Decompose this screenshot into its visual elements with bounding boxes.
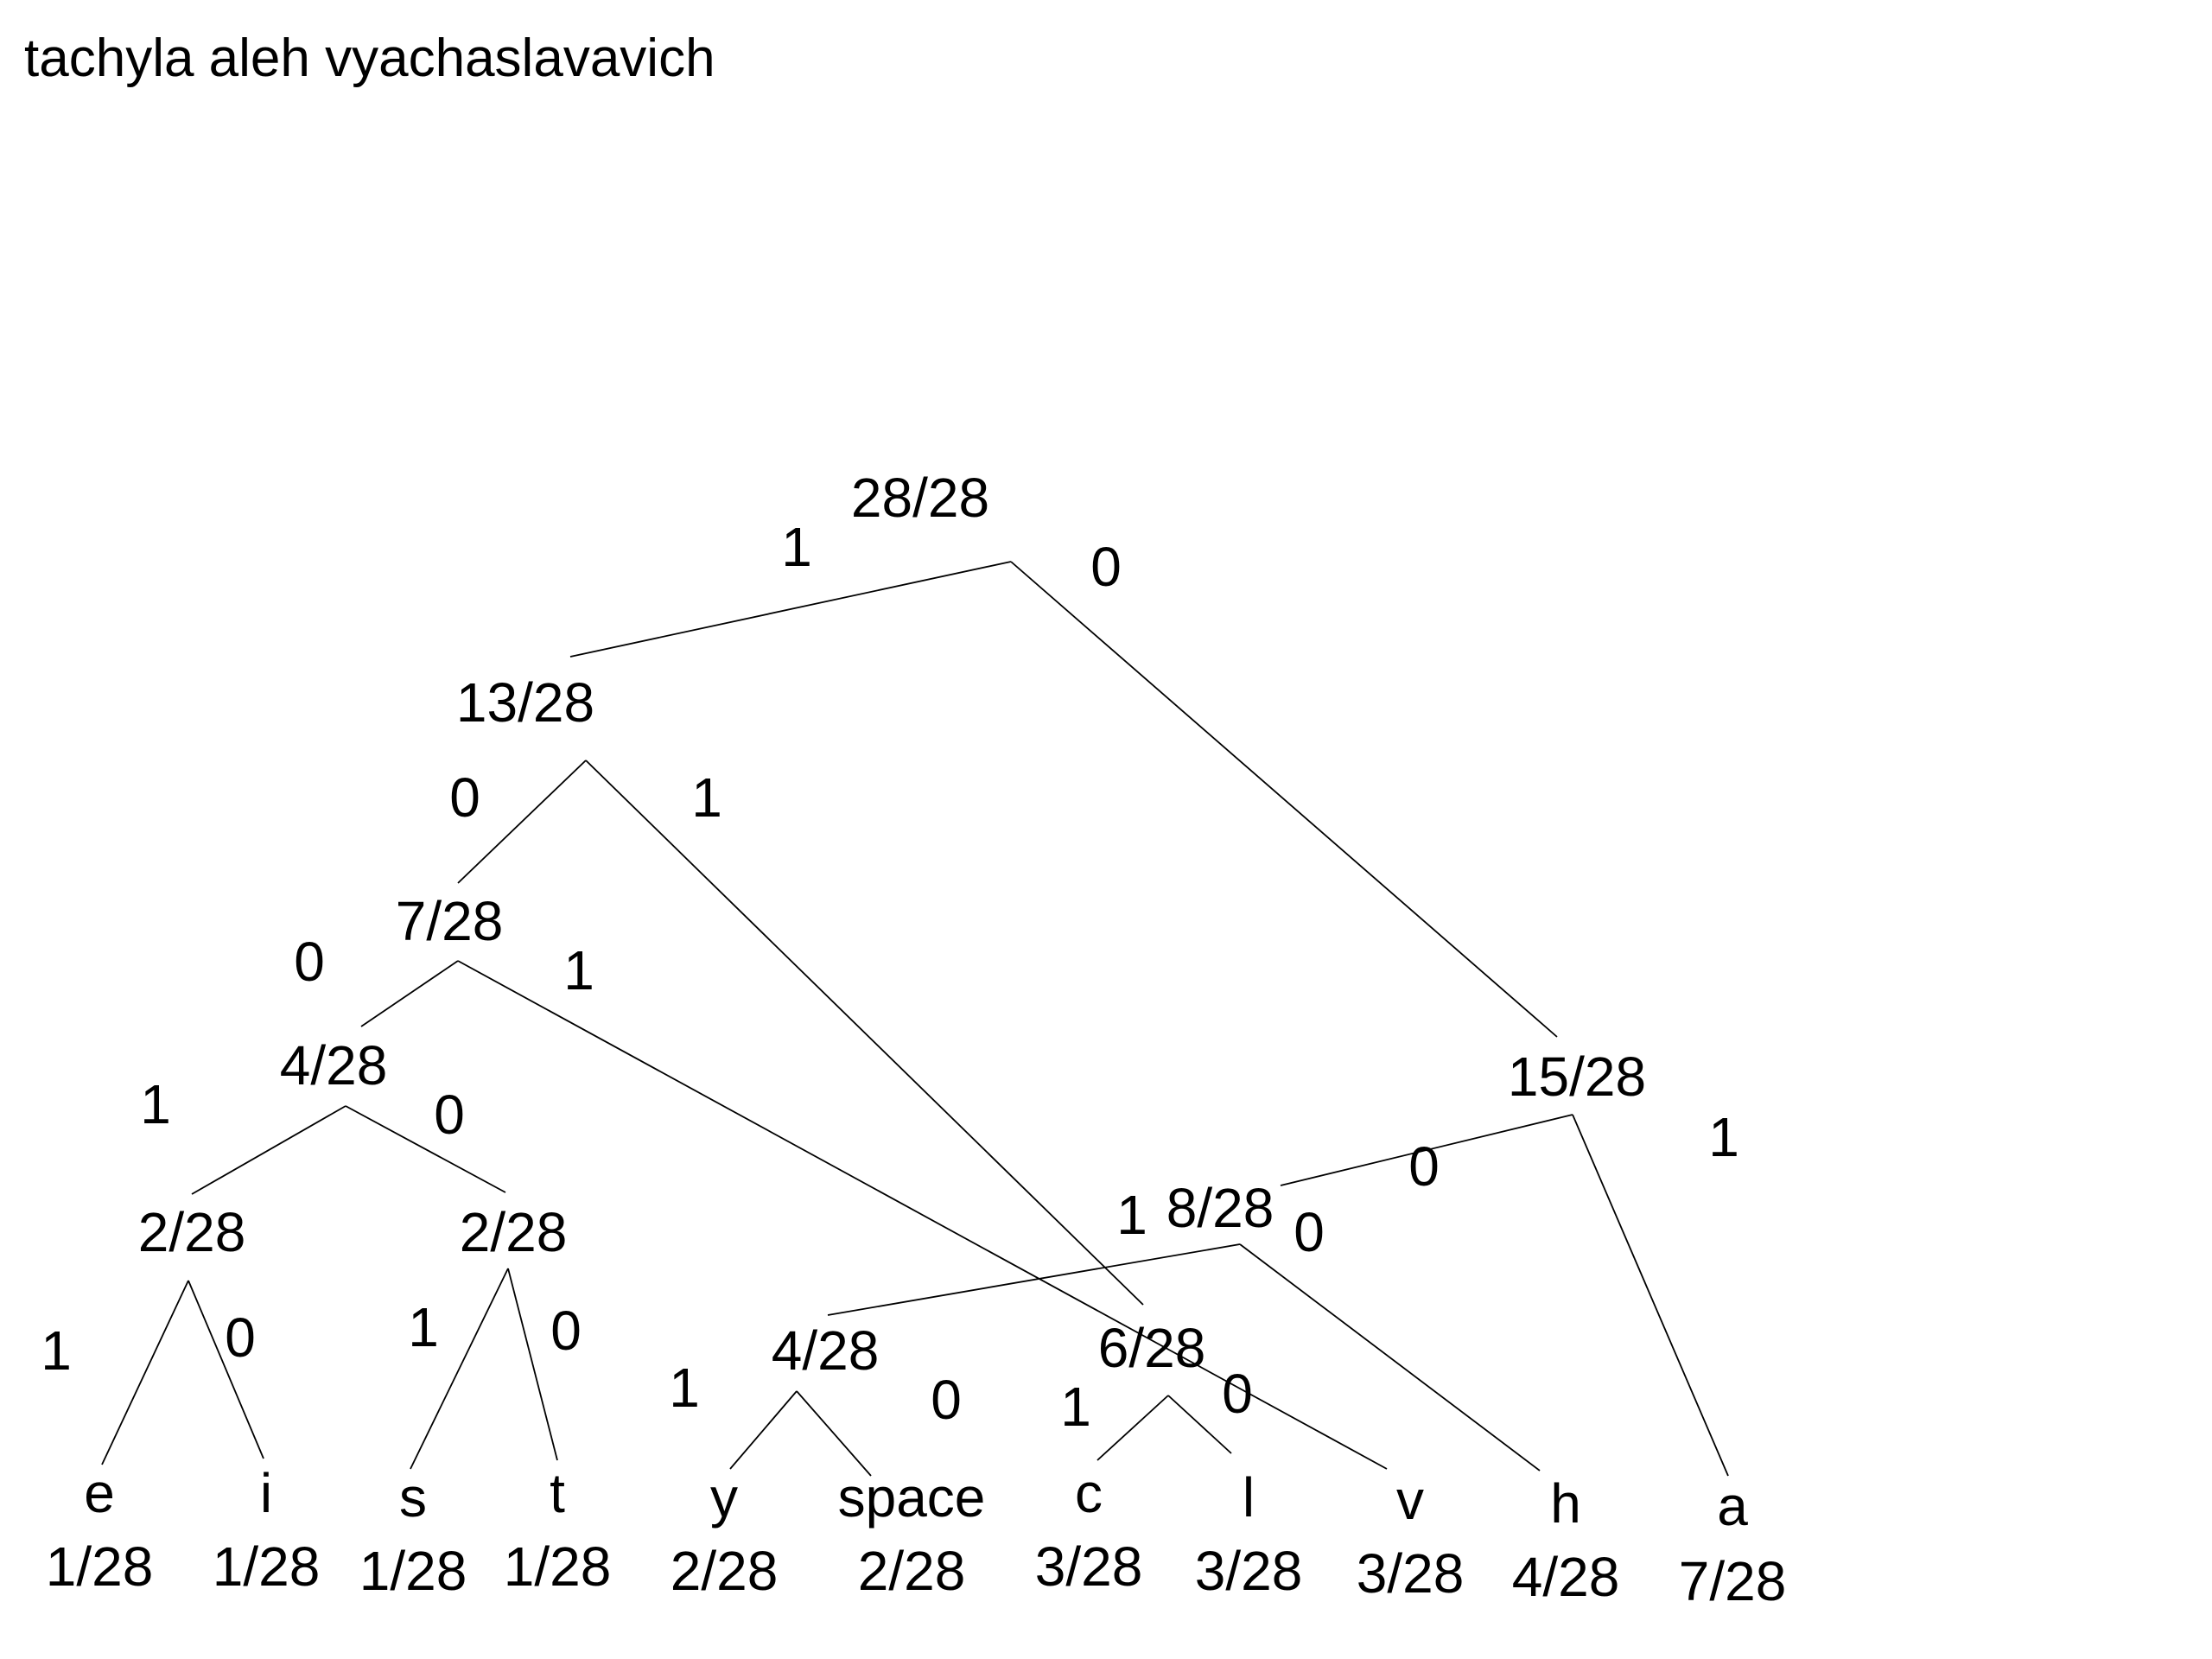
edge-n4b-y [729,1390,798,1470]
bit-n15-left: 0 [1408,1135,1440,1198]
bit-n8-left: 1 [1116,1184,1147,1246]
leaf-prob: 2/28 [671,1540,779,1602]
edge-root-n13 [569,561,1012,658]
node-root-label: 28/28 [851,467,989,529]
edge-n4b-space [796,1390,872,1477]
bit-n2a-right: 0 [225,1306,256,1369]
edge-n4a-n2a [191,1105,346,1195]
edge-root-n15 [1010,561,1558,1038]
leaf-space: space 2/28 [838,1466,986,1602]
edge-n15-n8 [1280,1114,1573,1186]
edge-n2b-s [410,1268,509,1470]
leaf-l: l 3/28 [1195,1466,1303,1602]
node-2a-label: 2/28 [138,1201,246,1263]
internal-nodes: 28/28 13/28 7/28 4/28 2/28 2/28 15/28 8/… [138,467,1646,1382]
leaf-symbol: i [260,1462,272,1524]
node-6-label: 6/28 [1098,1317,1206,1379]
leaf-symbol: c [1075,1462,1103,1524]
leaf-prob: 3/28 [1195,1540,1303,1602]
node-4b-label: 4/28 [772,1319,880,1382]
bit-n15-right: 1 [1708,1106,1739,1168]
leaf-symbol: v [1396,1469,1424,1531]
node-2b-label: 2/28 [460,1201,568,1263]
leaf-nodes: e 1/28 i 1/28 s 1/28 t 1/28 y 2/28 space… [46,1462,1787,1612]
leaf-symbol: space [838,1466,986,1529]
node-15-label: 15/28 [1508,1046,1646,1108]
bit-n2a-left: 1 [41,1319,72,1382]
edge-n13-n7 [457,760,587,884]
leaf-s: s 1/28 [359,1466,467,1602]
edge-n15-a [1572,1114,1729,1477]
edge-n2a-i [188,1280,264,1459]
edge-n2b-t [507,1268,558,1461]
leaf-y: y 2/28 [671,1466,779,1602]
bit-n7-left: 0 [294,931,325,993]
leaf-symbol: s [399,1466,427,1529]
leaf-symbol: a [1717,1475,1748,1537]
leaf-prob: 7/28 [1679,1550,1787,1612]
leaf-symbol: h [1550,1472,1581,1535]
node-8-label: 8/28 [1166,1177,1274,1239]
leaf-prob: 3/28 [1357,1542,1465,1605]
leaf-prob: 2/28 [858,1540,966,1602]
leaf-v: v 3/28 [1357,1469,1465,1605]
edge-n6-l [1167,1395,1232,1454]
leaf-symbol: t [550,1462,565,1524]
edge-n8-h [1239,1243,1541,1471]
bit-n4a-left: 1 [140,1073,171,1135]
bit-root-right: 0 [1090,536,1122,598]
bit-n2b-right: 0 [550,1300,582,1362]
diagram-title: tachyla aleh vyachaslavavich [24,29,715,88]
node-4a-label: 4/28 [280,1034,388,1096]
leaf-symbol: y [710,1466,738,1529]
edge-n6-c [1096,1395,1169,1461]
leaf-symbol: l [1243,1466,1255,1529]
bit-n6-left: 1 [1060,1376,1091,1438]
edge-n7-v [457,960,1388,1470]
bit-n4b-right: 0 [931,1369,962,1431]
edge-n7-n4a [360,960,459,1027]
bit-n4b-left: 1 [669,1357,700,1419]
leaf-prob: 1/28 [46,1535,154,1598]
bit-n6-right: 0 [1222,1363,1253,1425]
bit-n7-right: 1 [563,939,594,1001]
bit-n13-right: 1 [691,766,722,829]
leaf-prob: 4/28 [1512,1546,1620,1608]
bit-root-left: 1 [781,516,812,578]
bit-n13-left: 0 [449,766,480,829]
leaf-h: h 4/28 [1512,1472,1620,1608]
edge-n2a-e [101,1280,189,1465]
tree-edges [101,561,1729,1477]
branch-bits: 1 0 0 1 0 1 1 0 1 0 1 0 0 1 1 0 1 0 1 0 [41,516,1739,1438]
edge-n13-n6 [585,760,1144,1306]
leaf-prob: 1/28 [213,1535,321,1598]
bit-n4a-right: 0 [434,1084,465,1146]
leaf-a: a 7/28 [1679,1475,1787,1612]
edge-n8-n4b [827,1243,1241,1316]
leaf-c: c 3/28 [1035,1462,1143,1598]
bit-n2b-left: 1 [408,1296,439,1358]
bit-n8-right: 0 [1294,1201,1325,1263]
leaf-e: e 1/28 [46,1462,154,1598]
leaf-prob: 1/28 [359,1540,467,1602]
leaf-i: i 1/28 [213,1462,321,1598]
edge-n4a-n2b [345,1105,506,1193]
leaf-prob: 1/28 [504,1535,612,1598]
node-7-label: 7/28 [396,890,504,952]
node-13-label: 13/28 [456,671,594,734]
leaf-prob: 3/28 [1035,1535,1143,1598]
leaf-symbol: e [84,1462,115,1524]
leaf-t: t 1/28 [504,1462,612,1598]
